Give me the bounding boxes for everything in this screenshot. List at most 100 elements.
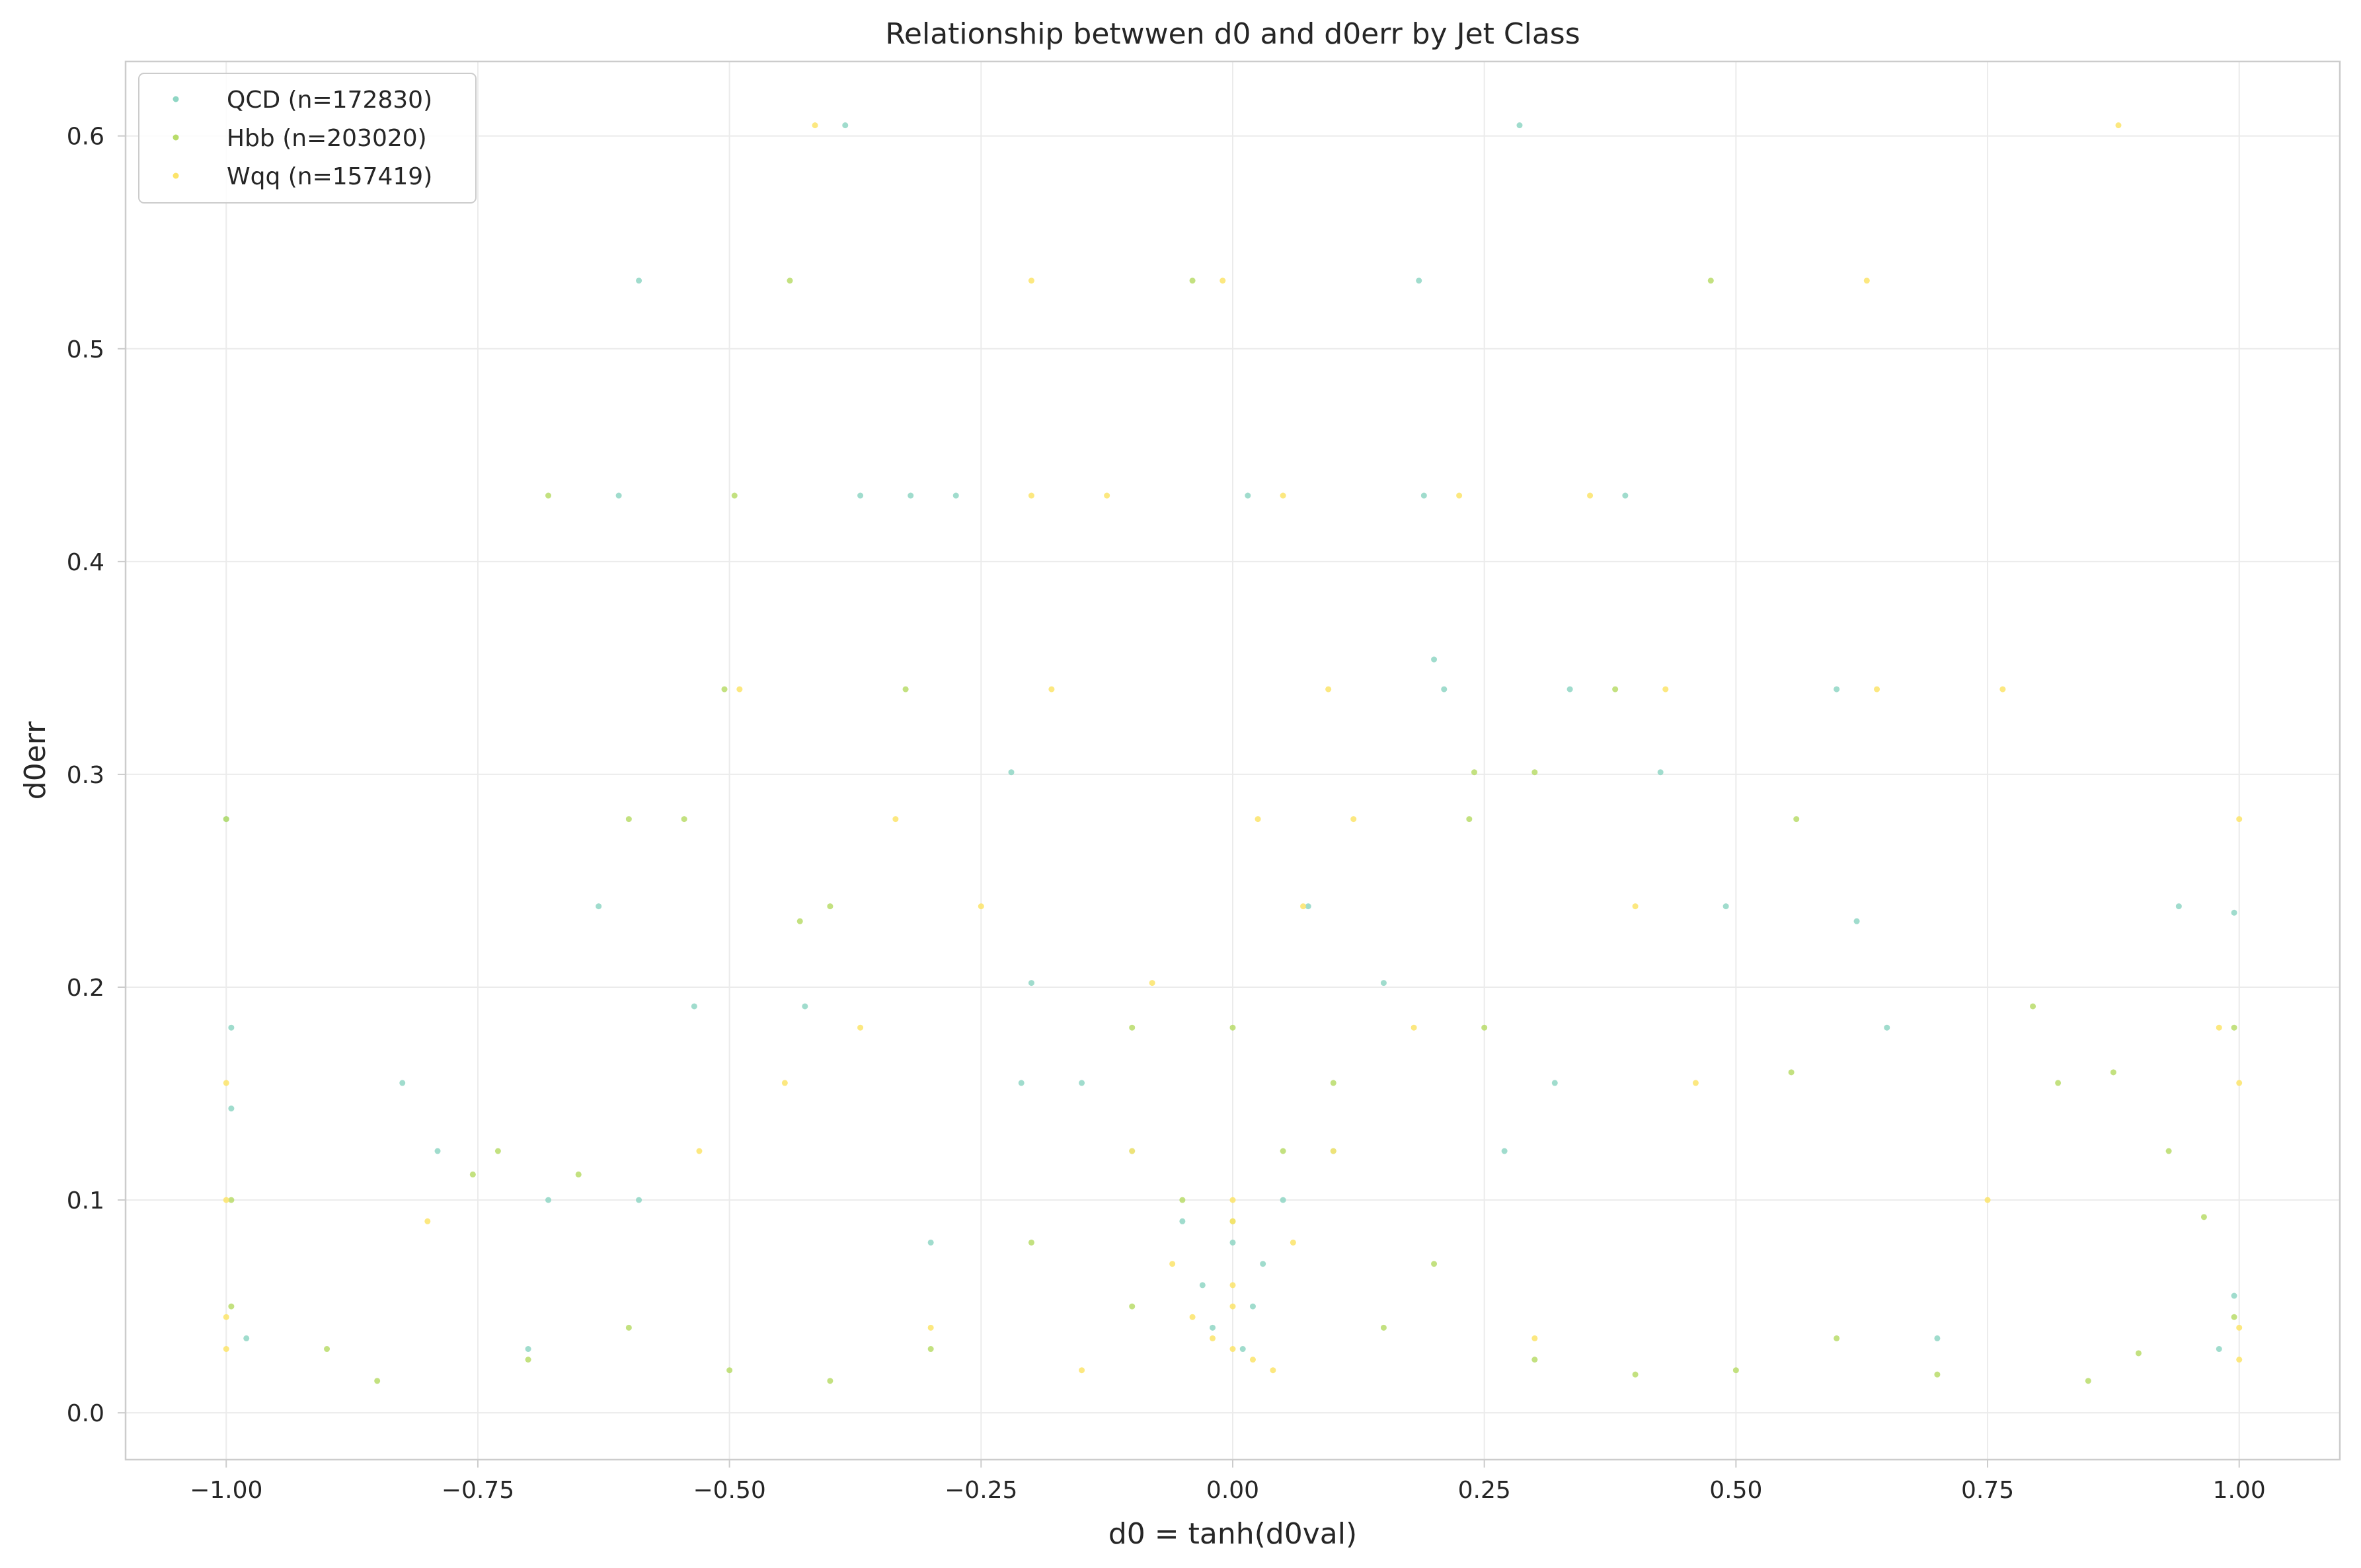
- grid-lines: [126, 61, 2340, 1460]
- data-point: [1229, 1024, 1236, 1031]
- y-tick-label: 0.4: [67, 549, 104, 576]
- data-point: [1199, 1282, 1206, 1288]
- data-point: [842, 122, 849, 129]
- data-point: [731, 492, 738, 499]
- data-point: [1229, 1346, 1236, 1353]
- data-point: [469, 1171, 476, 1177]
- data-point: [1028, 1239, 1034, 1246]
- data-point: [736, 686, 743, 692]
- data-point: [978, 903, 984, 910]
- data-point: [399, 1080, 406, 1086]
- data-point: [1692, 1080, 1699, 1086]
- data-point: [2231, 1292, 2237, 1299]
- data-point: [1179, 1197, 1186, 1203]
- data-point: [575, 1171, 582, 1177]
- y-tick-label: 0.1: [67, 1187, 104, 1214]
- data-point: [1934, 1335, 1941, 1341]
- data-point: [1229, 1197, 1236, 1203]
- data-point: [1999, 686, 2006, 692]
- data-point: [902, 686, 909, 692]
- data-point: [223, 1314, 229, 1320]
- data-point: [1079, 1080, 1085, 1086]
- data-point: [1028, 492, 1034, 499]
- data-point: [2135, 1350, 2142, 1357]
- data-point: [2175, 903, 2182, 910]
- data-point: [892, 816, 899, 823]
- data-point: [625, 816, 632, 823]
- series-points: [223, 122, 2243, 1374]
- data-point: [1280, 1197, 1286, 1203]
- data-point: [2236, 1357, 2243, 1363]
- x-tick-label: 1.00: [2213, 1477, 2266, 1504]
- data-point: [1129, 1148, 1136, 1154]
- x-tick-label: 0.75: [1961, 1477, 2014, 1504]
- data-point: [1245, 492, 1251, 499]
- y-tick-label: 0.5: [67, 336, 104, 363]
- data-point: [228, 1303, 235, 1310]
- data-point: [1270, 1367, 1276, 1374]
- data-point: [1249, 1303, 1256, 1310]
- data-point: [1934, 1371, 1941, 1378]
- data-point: [1456, 492, 1463, 499]
- x-tick-label: −1.00: [190, 1477, 262, 1504]
- data-point: [927, 1346, 934, 1353]
- data-point: [2216, 1346, 2222, 1353]
- data-point: [1662, 686, 1669, 692]
- data-point: [243, 1335, 250, 1341]
- data-point: [1501, 1148, 1508, 1154]
- y-tick-label: 0.0: [67, 1400, 104, 1427]
- data-point: [812, 122, 818, 129]
- data-point: [721, 686, 728, 692]
- data-point: [1229, 1303, 1236, 1310]
- data-point: [1657, 769, 1664, 776]
- data-point: [1632, 1371, 1639, 1378]
- x-axis-label: d0 = tanh(d0val): [1108, 1517, 1357, 1551]
- x-tick-label: 0.25: [1458, 1477, 1511, 1504]
- data-point: [1189, 1314, 1196, 1320]
- data-point: [1863, 278, 1870, 284]
- data-point: [545, 492, 552, 499]
- data-point: [1305, 903, 1311, 910]
- x-tick-label: −0.75: [442, 1477, 514, 1504]
- data-point: [681, 816, 687, 823]
- data-point: [2231, 1314, 2237, 1320]
- series-points: [223, 122, 2237, 1353]
- data-point: [1793, 816, 1800, 823]
- data-point: [1210, 1335, 1216, 1341]
- data-point: [228, 1024, 235, 1031]
- data-point: [1481, 1024, 1488, 1031]
- data-point: [223, 816, 229, 823]
- data-point: [1632, 903, 1639, 910]
- data-point: [1104, 492, 1110, 499]
- data-point: [1516, 122, 1523, 129]
- data-point: [1048, 686, 1055, 692]
- data-point: [827, 903, 833, 910]
- data-point: [1411, 1024, 1417, 1031]
- data-point: [1149, 980, 1155, 987]
- data-point: [1622, 492, 1629, 499]
- data-point: [2115, 122, 2122, 129]
- legend: QCD (n=172830) Hbb (n=203020) Wqq (n=15741…: [138, 73, 477, 204]
- data-point: [545, 1197, 552, 1203]
- data-points: [223, 122, 2243, 1384]
- data-point: [1229, 1282, 1236, 1288]
- legend-marker: [173, 134, 179, 141]
- data-point: [1416, 278, 1422, 284]
- data-point: [1531, 769, 1538, 776]
- data-point: [1466, 816, 1473, 823]
- data-point: [1884, 1024, 1890, 1031]
- data-point: [1280, 492, 1286, 499]
- data-point: [1300, 903, 1307, 910]
- y-axis-ticks: 0.0 0.1 0.2 0.3 0.4 0.5 0.6: [67, 124, 126, 1427]
- data-point: [1551, 1080, 1558, 1086]
- data-point: [1788, 1069, 1795, 1076]
- data-point: [1350, 816, 1357, 823]
- x-tick-label: 0.50: [1709, 1477, 1762, 1504]
- data-point: [2085, 1378, 2091, 1384]
- data-point: [857, 1024, 864, 1031]
- data-point: [1260, 1261, 1266, 1267]
- data-point: [1325, 686, 1332, 692]
- data-point: [1732, 1367, 1739, 1374]
- y-axis-label: d0err: [19, 721, 52, 800]
